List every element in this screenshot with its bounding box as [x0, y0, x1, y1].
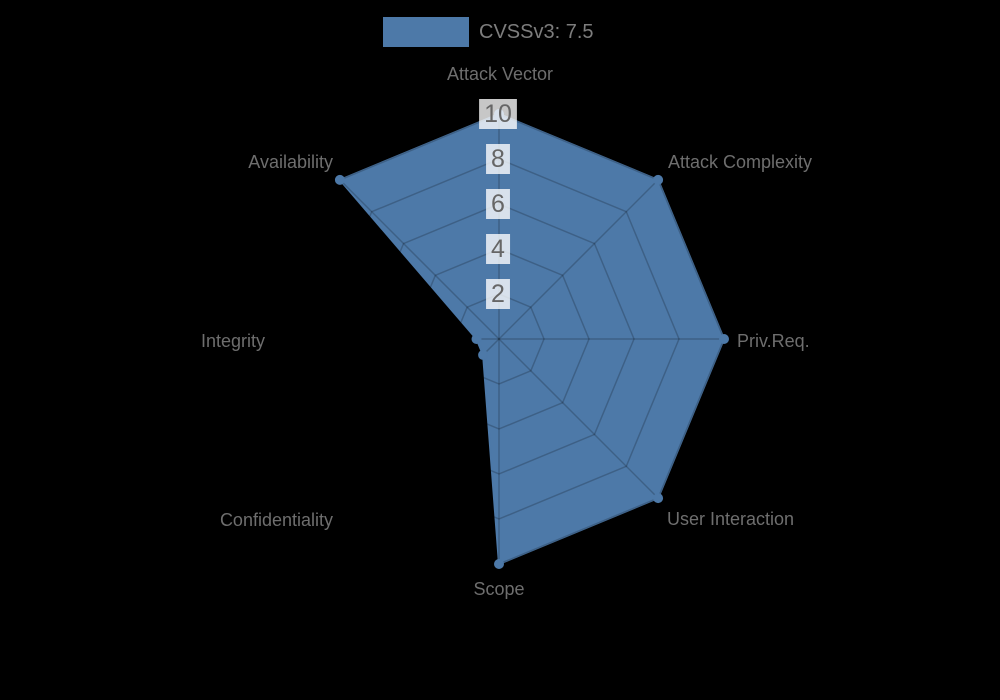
data-point-availability[interactable]	[334, 174, 345, 185]
tick-backdrop-4	[486, 234, 511, 264]
legend-label: CVSSv3: 7.5	[479, 21, 594, 43]
axis-label-scope: Scope	[473, 579, 524, 599]
data-point-confidentiality[interactable]	[478, 349, 489, 360]
axis-label-attack-vector: Attack Vector	[447, 64, 553, 84]
tick-backdrop-2	[486, 279, 510, 309]
tick-backdrop-8	[486, 144, 510, 174]
tick-label-2: 2	[491, 280, 505, 308]
grid-ring-6	[363, 203, 635, 475]
axis-label-confidentiality: Confidentiality	[220, 510, 333, 530]
data-point-attack-complexity[interactable]	[653, 174, 664, 185]
data-point-priv-req[interactable]	[719, 334, 729, 344]
axis-label-integrity: Integrity	[201, 331, 265, 351]
tick-label-10: 10	[484, 100, 512, 128]
tick-backdrop-10	[479, 99, 517, 129]
grid-ring-8	[318, 158, 680, 520]
grid-ring-4	[408, 248, 590, 430]
grid-ring-2	[453, 293, 545, 385]
data-point-user-interaction[interactable]	[653, 493, 664, 504]
tick-label-6: 6	[491, 190, 505, 218]
tick-backdrop-6	[486, 189, 510, 219]
data-point-integrity[interactable]	[471, 334, 482, 344]
grid-spoke-5	[339, 338, 500, 499]
grid-spoke-1	[498, 179, 659, 340]
axis-label-attack-complexity: Attack Complexity	[668, 152, 812, 172]
legend-swatch	[383, 17, 469, 47]
tick-label-8: 8	[491, 145, 505, 173]
axis-label-user-interaction: User Interaction	[667, 509, 794, 529]
grid-spoke-3	[498, 338, 659, 499]
axis-label-availability: Availability	[248, 152, 333, 172]
legend-item-cvssv3[interactable]: CVSSv3: 7.5	[383, 17, 594, 47]
data-point-scope[interactable]	[494, 559, 504, 569]
tick-label-4: 4	[491, 235, 505, 263]
grid-spoke-7	[339, 179, 500, 340]
axis-label-priv-req: Priv.Req.	[737, 331, 810, 351]
